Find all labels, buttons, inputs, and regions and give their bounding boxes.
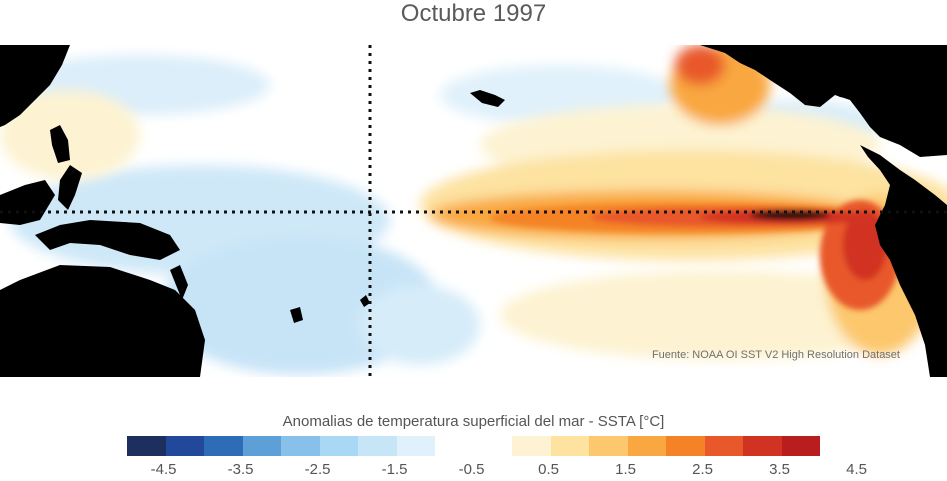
land-north-america	[700, 45, 947, 157]
colorbar-ticks: -4.5 -3.5 -2.5 -1.5 -0.5 0.5 1.5 2.5 3.5 4.5	[0, 461, 947, 481]
colorbar-label: Anomalias de temperatura superficial del…	[282, 413, 665, 430]
colorbar-tick-label: 2.5	[692, 461, 713, 478]
warm-anomaly-region	[675, 45, 725, 85]
land-cuba	[825, 85, 880, 100]
colorbar-swatch	[666, 436, 705, 456]
colorbar-tick-label: -4.5	[150, 461, 177, 478]
colorbar-swatch	[396, 436, 435, 456]
colorbar-swatch	[743, 436, 782, 456]
colorbar-swatch	[781, 436, 820, 456]
colorbar-tick-label: 3.5	[769, 461, 790, 478]
land-new-guinea	[35, 220, 180, 260]
anomaly-field	[0, 45, 947, 375]
colorbar-swatch	[358, 436, 397, 456]
colorbar	[127, 436, 820, 456]
colorbar-tick-label: 4.5	[846, 461, 867, 478]
data-source-note: Fuente: NOAA OI SST V2 High Resolution D…	[651, 349, 900, 361]
land-australia	[0, 265, 205, 377]
land-masses	[0, 45, 947, 377]
land-sulawesi	[58, 165, 82, 210]
colorbar-swatch	[204, 436, 243, 456]
colorbar-swatch	[435, 436, 474, 456]
colorbar-tick-label: -1.5	[381, 461, 408, 478]
land-asia	[0, 45, 70, 127]
colorbar-swatch	[242, 436, 281, 456]
land-fiji	[360, 295, 370, 307]
reference-lines	[0, 45, 947, 377]
warm-anomaly-region	[0, 90, 140, 180]
colorbar-swatch	[473, 436, 512, 456]
map-title: Octubre 1997	[400, 0, 547, 27]
colorbar-swatch	[165, 436, 204, 456]
land-hawaii	[470, 90, 505, 107]
land-philippines	[50, 125, 70, 163]
colorbar-swatch	[512, 436, 551, 456]
land-borneo-sumatra	[0, 180, 55, 225]
land-south-america	[860, 145, 947, 377]
cold-anomaly-region	[360, 285, 480, 365]
colorbar-swatch	[550, 436, 589, 456]
colorbar-swatch	[127, 436, 166, 456]
colorbar-tick-label: 0.5	[538, 461, 559, 478]
colorbar-swatch	[704, 436, 743, 456]
colorbar-tick-label: -0.5	[458, 461, 485, 478]
colorbar-swatch	[589, 436, 628, 456]
colorbar-swatch	[319, 436, 358, 456]
colorbar-swatch	[281, 436, 320, 456]
colorbar-tick-label: -3.5	[227, 461, 254, 478]
land-new-caledonia	[290, 307, 303, 323]
land-cape-york	[170, 265, 188, 300]
colorbar-swatch	[627, 436, 666, 456]
colorbar-tick-label: -2.5	[304, 461, 331, 478]
colorbar-tick-label: 1.5	[615, 461, 636, 478]
ssta-map	[0, 45, 947, 377]
